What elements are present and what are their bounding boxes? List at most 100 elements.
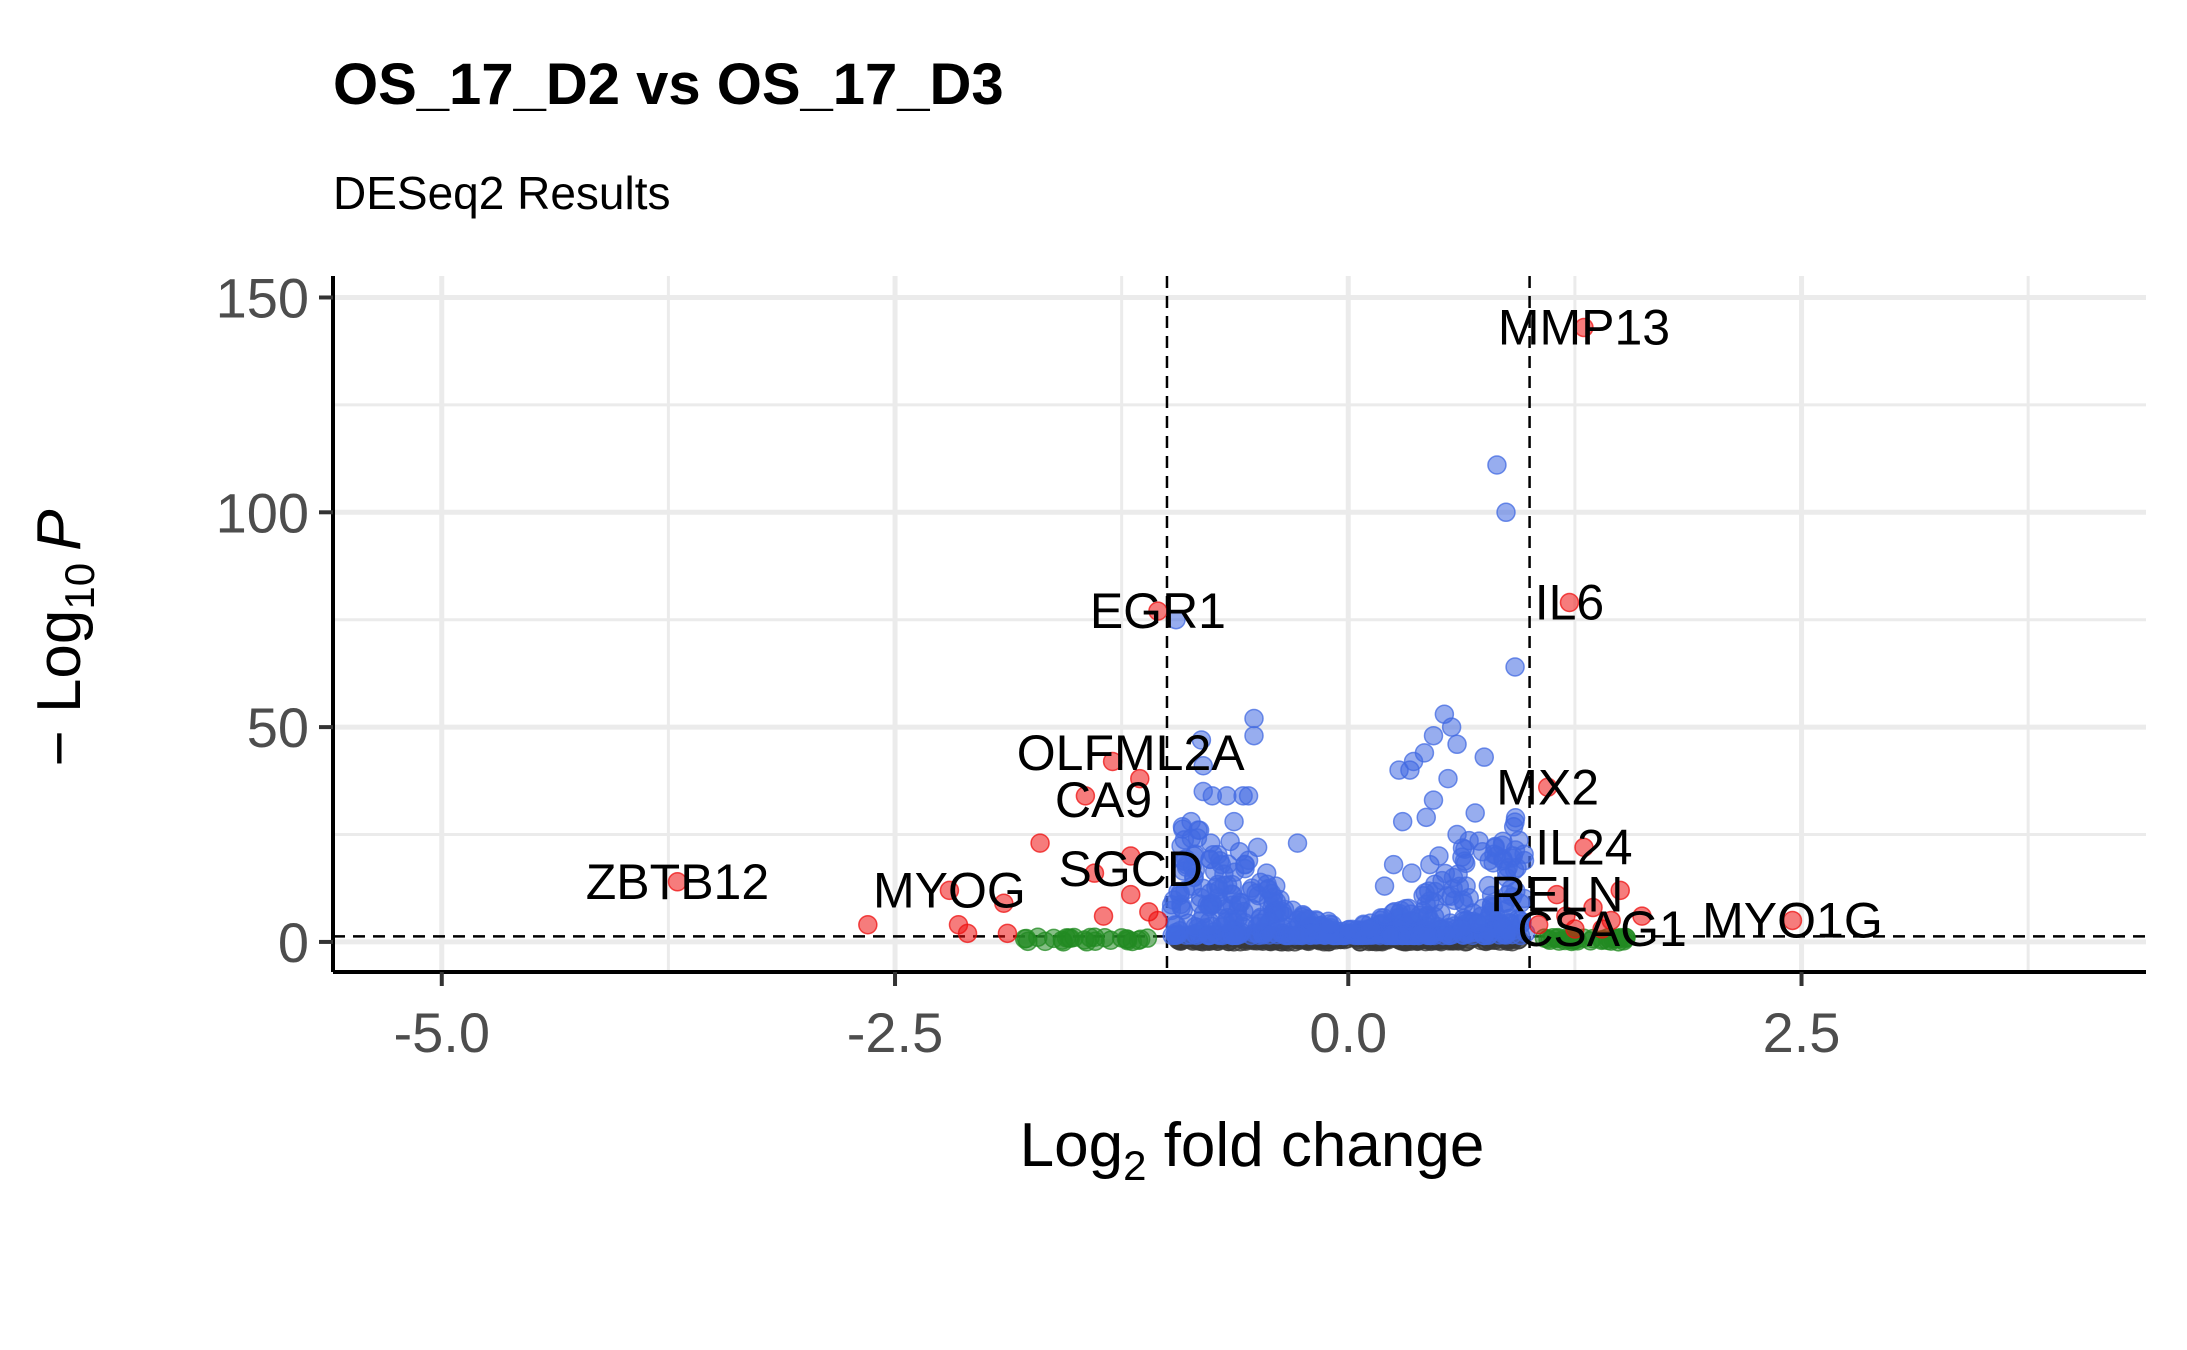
significant-point: [1574, 837, 1594, 858]
gene-label: MYOG: [873, 862, 1026, 918]
chart-title: OS_17_D2 vs OS_17_D3: [333, 52, 1004, 117]
y-tick-label: 150: [216, 266, 309, 329]
p-only-point: [1233, 786, 1253, 806]
p-only-point: [1374, 876, 1395, 896]
p-only-point: [1175, 880, 1195, 901]
gene-label: CSAG1: [1517, 901, 1687, 957]
x-tick-label: 0.0: [1309, 1001, 1387, 1064]
gene-label: MYO1G: [1702, 892, 1883, 948]
p-only-point: [1244, 708, 1264, 729]
p-only-point: [1392, 811, 1413, 832]
p-only-point: [1191, 730, 1212, 750]
p-only-point: [1416, 807, 1436, 828]
p-only-point: [1496, 502, 1516, 523]
p-only-point: [1423, 790, 1444, 810]
p-only-point: [1401, 904, 1421, 924]
p-only-point: [1417, 925, 1438, 946]
p-only-point: [1231, 893, 1251, 913]
p-only-point: [1339, 919, 1359, 940]
grid-lines: [333, 276, 2146, 972]
gene-label: IL24: [1535, 819, 1632, 875]
significant-point: [858, 914, 878, 935]
p-only-point: [1287, 833, 1308, 853]
gene-label: MX2: [1496, 759, 1599, 815]
significant-point: [1559, 592, 1580, 613]
significant-point: [1120, 884, 1141, 905]
gene-label: ZBTB12: [586, 854, 769, 910]
p-only-point: [1420, 854, 1440, 875]
p-only-point: [1166, 609, 1186, 630]
significant-point: [957, 923, 978, 944]
p-only-point: [1162, 925, 1182, 946]
significant-point: [1583, 897, 1603, 918]
significant-point: [1782, 910, 1803, 931]
x-axis-label-main: Log: [1020, 1111, 1123, 1180]
y-tick-label: 50: [247, 696, 309, 759]
gene-labels: MMP13 EGR1 IL6 OLFML2A MX2 CA9 IL24 SGCD ZBTB12 R…: [586, 300, 1883, 957]
y-axis-label: − Log10 P: [25, 510, 103, 767]
p-only-point: [1465, 803, 1485, 823]
p-only-point: [1193, 756, 1213, 776]
significant-point: [997, 923, 1018, 944]
x-tick-label: -5.0: [394, 1001, 491, 1064]
p-only-point: [1483, 897, 1504, 918]
p-only-point: [1383, 854, 1404, 875]
significant-point: [1610, 880, 1630, 901]
significant-point: [1547, 884, 1567, 905]
significant-point: [1574, 317, 1594, 338]
log2fc-only-point: [1100, 930, 1121, 950]
significant-point: [1130, 768, 1150, 789]
y-axis-label-prefix: − Log: [25, 610, 94, 767]
y-tick-label: 0: [278, 911, 309, 974]
significant-point: [939, 880, 960, 901]
data-points: [667, 317, 1803, 952]
p-only-point: [1487, 455, 1507, 475]
y-axis-label-subscript: 10: [56, 563, 103, 610]
p-only-point: [1360, 919, 1381, 939]
significant-point: [1528, 914, 1549, 935]
p-only-point: [1438, 768, 1458, 789]
gene-label: CA9: [1055, 772, 1152, 828]
chart-subtitle: DESeq2 Results: [333, 167, 671, 219]
gene-label: RELN: [1490, 867, 1623, 923]
p-only-point: [1259, 925, 1279, 945]
significant-point: [667, 872, 688, 892]
p-only-point: [1227, 925, 1247, 945]
p-only-point: [1288, 925, 1309, 946]
y-axis-label-variable: P: [25, 510, 94, 551]
p-only-point: [1447, 734, 1467, 755]
p-only-point: [1451, 918, 1471, 939]
gene-label: IL6: [1535, 575, 1605, 631]
p-only-point: [1189, 820, 1210, 840]
p-only-point: [1201, 916, 1222, 936]
x-axis-label-rest: fold change: [1146, 1111, 1484, 1180]
significant-point: [1601, 910, 1621, 931]
p-only-point: [1174, 830, 1195, 850]
significant-point: [994, 893, 1014, 914]
p-only-point: [1419, 881, 1439, 901]
p-only-point: [1502, 924, 1522, 945]
p-only-point: [1474, 747, 1495, 767]
significant-point: [1030, 833, 1050, 853]
p-only-point: [1184, 846, 1204, 866]
p-only-point: [1266, 876, 1286, 896]
p-only-point: [1467, 913, 1488, 934]
p-only-point: [1447, 824, 1467, 845]
p-only-point: [1229, 841, 1250, 862]
gene-label: OLFML2A: [1017, 725, 1246, 781]
x-axis-label: Log2 fold change: [1020, 1111, 1485, 1189]
significant-point: [1632, 906, 1652, 926]
significant-point: [1084, 863, 1105, 883]
p-only-point: [1381, 925, 1401, 946]
p-only-point: [1505, 840, 1526, 860]
gene-label: EGR1: [1090, 583, 1226, 639]
gene-label: MMP13: [1498, 300, 1670, 356]
p-only-point: [1456, 876, 1476, 896]
p-only-point: [1441, 717, 1462, 737]
log2fc-only-point: [1016, 928, 1037, 949]
x-tick-label: -2.5: [847, 1001, 944, 1064]
p-only-point: [1472, 841, 1493, 862]
significant-point: [1556, 906, 1576, 926]
log2fc-only-point: [1035, 931, 1055, 952]
